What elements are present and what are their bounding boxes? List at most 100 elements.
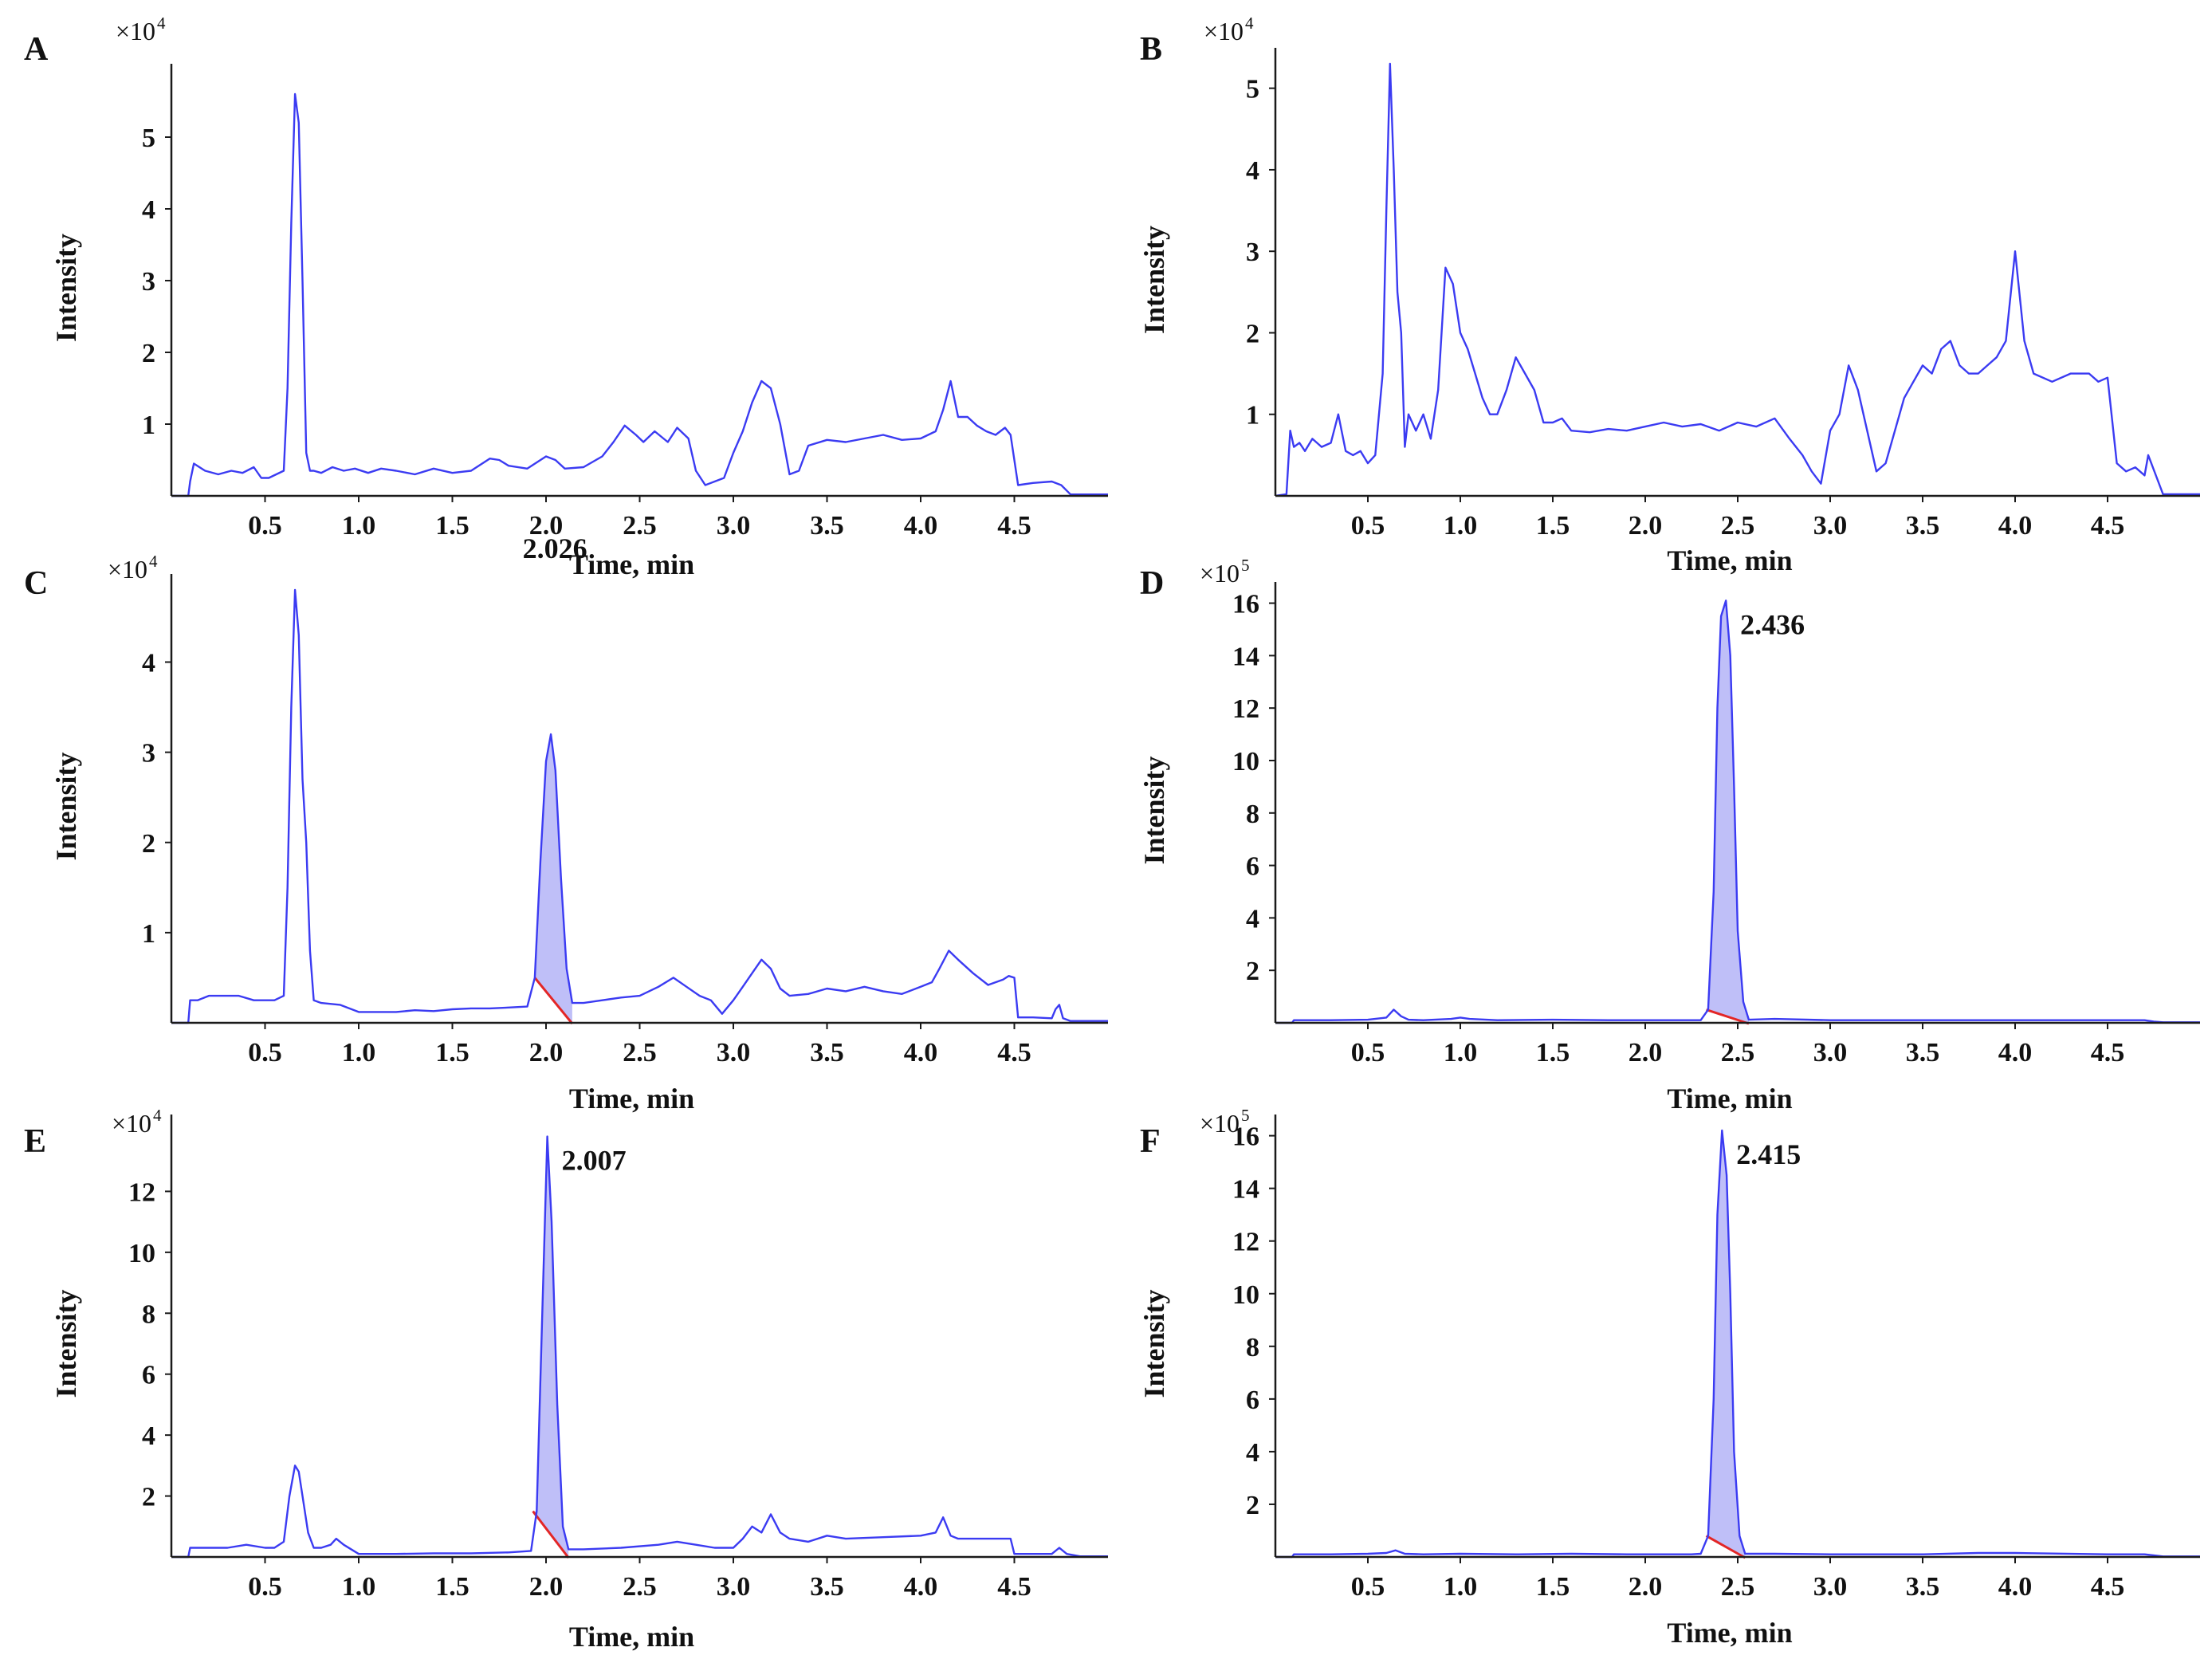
x-tick-label-b: 4.5	[2091, 511, 2125, 541]
trace-line-b	[1275, 62, 2200, 497]
trace-line-c	[171, 588, 1108, 1024]
x-tick-label-e: 1.5	[435, 1572, 470, 1602]
x-tick-label-f: 1.0	[1444, 1572, 1478, 1602]
x-tick-label-c: 3.0	[717, 1038, 751, 1067]
x-tick-label-d: 3.0	[1813, 1038, 1848, 1067]
x-tick-label-b: 2.5	[1721, 511, 1755, 541]
x-axis-label-a: Time, min	[569, 548, 694, 580]
peak-baseline-c	[533, 977, 574, 1024]
trace-line-a	[171, 92, 1108, 497]
x-tick-label-e: 3.0	[717, 1572, 751, 1602]
x-tick-label-e: 0.5	[248, 1572, 282, 1602]
y-multiplier-a: ×10	[116, 17, 155, 45]
y-axis-label-f: Intensity	[1138, 1289, 1170, 1398]
x-tick-label-c: 3.5	[810, 1038, 844, 1067]
x-tick-label-d: 2.0	[1629, 1038, 1663, 1067]
y-axis-label-b: Intensity	[1138, 226, 1170, 334]
y-tick-label-e: 10	[128, 1239, 155, 1268]
y-tick-label-b: 2	[1246, 319, 1259, 348]
x-tick-label-f: 2.5	[1721, 1572, 1755, 1602]
y-tick-label-e: 8	[142, 1299, 155, 1329]
y-tick-label-e: 2	[142, 1483, 155, 1512]
x-tick-label-e: 2.5	[623, 1572, 657, 1602]
x-axis-label-b: Time, min	[1667, 544, 1792, 576]
panel-label-d: D	[1140, 565, 1164, 602]
y-multiplier-c: ×10	[108, 555, 147, 584]
x-tick-label-f: 4.0	[1998, 1572, 2033, 1602]
y-tick-label-b: 1	[1246, 401, 1259, 430]
y-multiplier-b: ×10	[1204, 17, 1244, 45]
x-axis-label-e: Time, min	[569, 1621, 694, 1653]
y-multiplier-exp-b: 4	[1245, 14, 1254, 33]
y-tick-label-d: 12	[1232, 694, 1259, 724]
x-tick-label-d: 2.5	[1721, 1038, 1755, 1067]
x-tick-label-c: 1.0	[342, 1038, 376, 1067]
x-tick-label-b: 2.0	[1629, 511, 1663, 541]
y-axis-label-c: Intensity	[50, 752, 82, 860]
y-tick-label-b: 5	[1246, 75, 1259, 104]
y-multiplier-exp-c: 4	[149, 552, 158, 571]
y-multiplier-exp-f: 5	[1241, 1106, 1250, 1125]
y-tick-label-a: 1	[142, 411, 155, 440]
x-tick-label-a: 1.5	[435, 511, 470, 541]
y-multiplier-exp-d: 5	[1241, 556, 1250, 575]
x-tick-label-c: 0.5	[248, 1038, 282, 1067]
y-tick-label-a: 4	[142, 195, 155, 225]
x-tick-label-c: 2.5	[623, 1038, 657, 1067]
y-tick-label-f: 10	[1232, 1280, 1259, 1310]
y-tick-label-d: 10	[1232, 747, 1259, 776]
x-tick-label-f: 0.5	[1351, 1572, 1385, 1602]
y-tick-label-d: 4	[1246, 904, 1259, 934]
y-tick-label-f: 2	[1246, 1491, 1259, 1520]
y-tick-label-f: 4	[1246, 1438, 1259, 1468]
x-tick-label-a: 2.0	[529, 511, 564, 541]
y-multiplier-e: ×10	[112, 1109, 151, 1138]
peak-label-e: 2.007	[562, 1145, 627, 1177]
panel-label-f: F	[1140, 1123, 1161, 1160]
y-tick-label-a: 3	[142, 267, 155, 297]
peak-area-e	[532, 1136, 569, 1557]
y-tick-label-d: 8	[1246, 800, 1259, 829]
x-tick-label-f: 3.5	[1906, 1572, 1940, 1602]
y-tick-label-c: 1	[142, 919, 155, 949]
x-axis-label-d: Time, min	[1667, 1083, 1792, 1115]
x-tick-label-e: 3.5	[810, 1572, 844, 1602]
panel-label-b: B	[1140, 31, 1162, 68]
x-tick-label-a: 4.5	[997, 511, 1031, 541]
x-tick-label-b: 0.5	[1351, 511, 1385, 541]
y-tick-label-a: 2	[142, 339, 155, 368]
y-tick-label-f: 12	[1232, 1228, 1259, 1257]
peak-label-d: 2.436	[1740, 608, 1805, 640]
peak-baseline-f	[1705, 1535, 1746, 1559]
y-tick-label-e: 4	[142, 1421, 155, 1451]
y-axis-label-e: Intensity	[50, 1289, 82, 1398]
x-tick-label-b: 4.0	[1998, 511, 2033, 541]
x-tick-label-a: 2.5	[623, 511, 657, 541]
peak-area-f	[1706, 1130, 1746, 1557]
x-tick-label-a: 4.0	[904, 511, 938, 541]
peak-baseline-d	[1706, 1008, 1750, 1025]
x-tick-label-e: 4.0	[904, 1572, 938, 1602]
x-tick-label-e: 1.0	[342, 1572, 376, 1602]
x-tick-label-b: 3.5	[1906, 511, 1940, 541]
y-tick-label-c: 2	[142, 829, 155, 859]
peak-area-d	[1706, 600, 1749, 1023]
y-multiplier-exp-a: 4	[157, 14, 166, 33]
x-tick-label-d: 1.5	[1536, 1038, 1570, 1067]
x-tick-label-a: 0.5	[248, 511, 282, 541]
trace-line-e	[171, 1135, 1108, 1559]
x-tick-label-b: 1.0	[1444, 511, 1478, 541]
x-tick-label-f: 2.0	[1629, 1572, 1663, 1602]
y-tick-label-a: 5	[142, 124, 155, 153]
y-tick-label-f: 8	[1246, 1333, 1259, 1362]
x-tick-label-d: 3.5	[1906, 1038, 1940, 1067]
x-tick-label-a: 3.5	[810, 511, 844, 541]
y-tick-label-d: 16	[1232, 590, 1259, 619]
x-tick-label-f: 4.5	[2091, 1572, 2125, 1602]
y-tick-label-c: 4	[142, 649, 155, 678]
x-axis-label-f: Time, min	[1667, 1617, 1792, 1649]
peak-label-c: 2.026	[523, 533, 587, 564]
x-tick-label-c: 4.0	[904, 1038, 938, 1067]
x-tick-label-b: 3.0	[1813, 511, 1848, 541]
x-tick-label-f: 3.0	[1813, 1572, 1848, 1602]
